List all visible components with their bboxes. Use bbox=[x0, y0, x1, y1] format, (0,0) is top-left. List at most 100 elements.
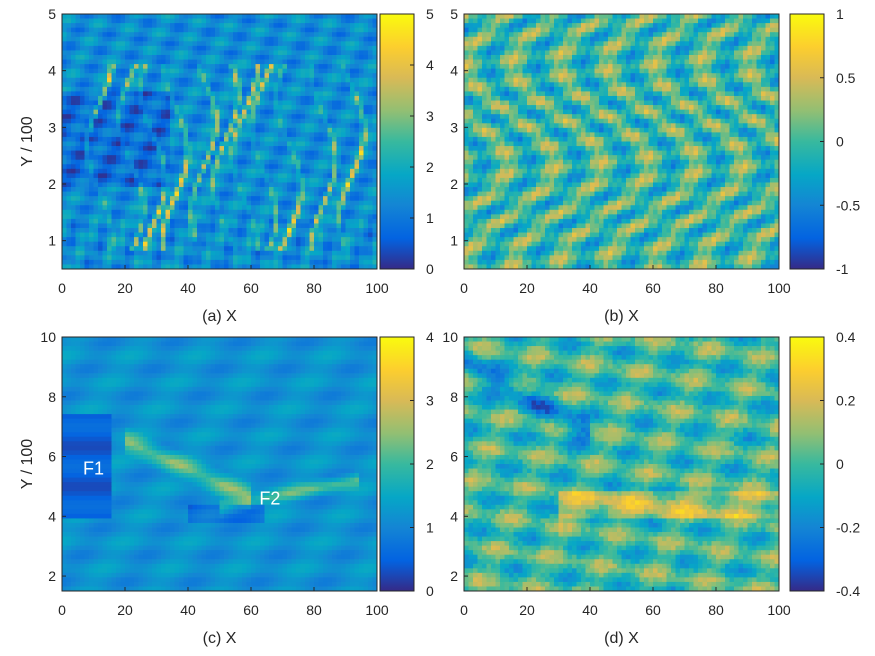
heatmap-cell bbox=[85, 73, 90, 78]
heatmap-cell bbox=[80, 87, 85, 92]
heatmap-cell bbox=[67, 78, 72, 83]
heatmap-cell bbox=[328, 110, 333, 115]
heatmap-cell bbox=[242, 128, 247, 133]
heatmap-cell bbox=[337, 28, 342, 33]
heatmap-cell bbox=[134, 201, 139, 206]
heatmap-cell bbox=[112, 60, 117, 65]
heatmap-cell bbox=[148, 210, 153, 215]
heatmap-cell bbox=[247, 82, 252, 87]
heatmap-cell bbox=[337, 210, 342, 215]
heatmap-cell bbox=[211, 50, 216, 55]
heatmap-cell bbox=[469, 28, 474, 33]
heatmap-cell bbox=[599, 69, 604, 74]
heatmap-cell bbox=[341, 73, 346, 78]
heatmap-cell bbox=[712, 14, 717, 19]
heatmap-cell bbox=[229, 123, 234, 128]
heatmap-cell bbox=[265, 32, 270, 37]
heatmap-cell bbox=[287, 96, 292, 101]
heatmap-cell bbox=[98, 255, 103, 260]
heatmap-cell bbox=[112, 137, 117, 142]
heatmap-cell bbox=[94, 64, 99, 69]
heatmap-cell bbox=[328, 214, 333, 219]
heatmap-cell bbox=[269, 73, 274, 78]
heatmap-cell bbox=[559, 64, 564, 69]
heatmap-cell bbox=[305, 187, 310, 192]
heatmap-cell bbox=[707, 50, 712, 55]
heatmap-cell bbox=[319, 137, 324, 142]
heatmap-cell bbox=[179, 182, 184, 187]
heatmap-cell bbox=[319, 255, 324, 260]
heatmap-cell bbox=[161, 160, 166, 165]
heatmap-cell bbox=[689, 50, 694, 55]
heatmap-cell bbox=[278, 69, 283, 74]
heatmap-cell bbox=[157, 251, 162, 256]
heatmap-cell bbox=[143, 82, 148, 87]
heatmap-cell bbox=[332, 233, 337, 238]
heatmap-cell bbox=[274, 96, 279, 101]
heatmap-cell bbox=[278, 151, 283, 156]
heatmap-cell bbox=[287, 173, 292, 178]
heatmap-cell bbox=[220, 82, 225, 87]
heatmap-cell bbox=[482, 37, 487, 42]
heatmap-cell bbox=[613, 73, 618, 78]
heatmap-cell bbox=[229, 187, 234, 192]
heatmap-cell bbox=[613, 69, 618, 74]
heatmap-cell bbox=[166, 137, 171, 142]
heatmap-cell bbox=[116, 246, 121, 251]
heatmap-cell bbox=[103, 32, 108, 37]
heatmap-cell bbox=[62, 246, 67, 251]
heatmap-cell bbox=[215, 28, 220, 33]
heatmap-cell bbox=[314, 105, 319, 110]
heatmap-cell bbox=[233, 219, 238, 224]
heatmap-cell bbox=[85, 205, 90, 210]
heatmap-cell bbox=[89, 82, 94, 87]
heatmap-cell bbox=[332, 14, 337, 19]
heatmap-cell bbox=[260, 132, 265, 137]
heatmap-cell bbox=[197, 96, 202, 101]
heatmap-cell bbox=[734, 64, 739, 69]
heatmap-cell bbox=[89, 23, 94, 28]
heatmap-cell bbox=[121, 196, 126, 201]
heatmap-cell bbox=[98, 219, 103, 224]
heatmap-cell bbox=[202, 237, 207, 242]
heatmap-cell bbox=[667, 32, 672, 37]
heatmap-cell bbox=[314, 182, 319, 187]
heatmap-cell bbox=[698, 73, 703, 78]
heatmap-cell bbox=[640, 60, 645, 65]
heatmap-cell bbox=[121, 228, 126, 233]
heatmap-cell bbox=[757, 37, 762, 42]
heatmap-cell bbox=[359, 82, 364, 87]
heatmap-cell bbox=[94, 237, 99, 242]
heatmap-cell bbox=[157, 110, 162, 115]
heatmap-cell bbox=[157, 237, 162, 242]
heatmap-cell bbox=[215, 233, 220, 238]
heatmap-cell bbox=[346, 55, 351, 60]
heatmap-cell bbox=[224, 37, 229, 42]
heatmap-cell bbox=[323, 23, 328, 28]
heatmap-cell bbox=[179, 105, 184, 110]
heatmap-cell bbox=[107, 182, 112, 187]
heatmap-cell bbox=[707, 60, 712, 65]
heatmap-cell bbox=[202, 260, 207, 265]
heatmap-cell bbox=[211, 201, 216, 206]
heatmap-cell bbox=[67, 37, 72, 42]
heatmap-cell bbox=[98, 155, 103, 160]
heatmap-cell bbox=[301, 237, 306, 242]
heatmap-cell bbox=[166, 73, 171, 78]
heatmap-cell bbox=[224, 173, 229, 178]
heatmap-cell bbox=[676, 50, 681, 55]
heatmap-cell bbox=[287, 60, 292, 65]
heatmap-cell bbox=[107, 251, 112, 256]
heatmap-cell bbox=[116, 242, 121, 247]
heatmap-cell bbox=[568, 55, 573, 60]
heatmap-cell bbox=[500, 60, 505, 65]
heatmap-cell bbox=[175, 37, 180, 42]
heatmap-cell bbox=[364, 50, 369, 55]
heatmap-cell bbox=[473, 50, 478, 55]
heatmap-cell bbox=[256, 255, 261, 260]
heatmap-cell bbox=[89, 246, 94, 251]
heatmap-cell bbox=[94, 32, 99, 37]
heatmap-cell bbox=[256, 19, 261, 24]
heatmap-cell bbox=[766, 64, 771, 69]
heatmap-cell bbox=[175, 78, 180, 83]
